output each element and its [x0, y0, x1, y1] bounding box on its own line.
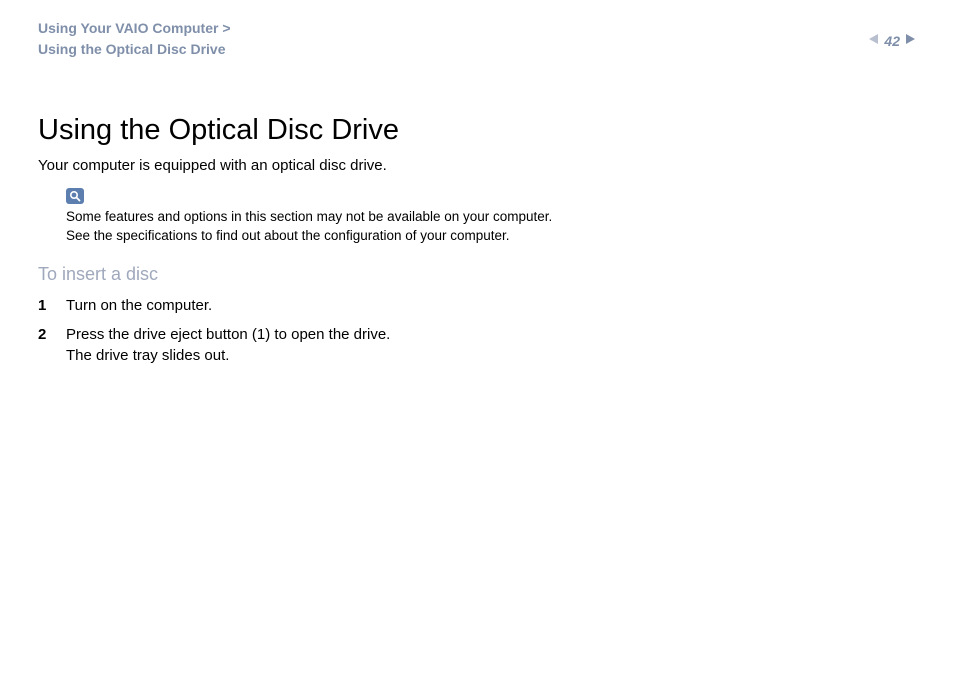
- magnifier-icon: [66, 188, 84, 204]
- step-number: 1: [38, 295, 46, 316]
- subheading: To insert a disc: [38, 264, 916, 285]
- step-text-line-2: The drive tray slides out.: [66, 347, 229, 364]
- breadcrumb-line-1[interactable]: Using Your VAIO Computer >: [38, 18, 231, 39]
- steps-list: 1 Turn on the computer. 2 Press the driv…: [38, 295, 916, 366]
- step-text-line-1: Press the drive eject button (1) to open…: [66, 326, 390, 343]
- page-header: Using Your VAIO Computer > Using the Opt…: [0, 0, 954, 72]
- step-text: Turn on the computer.: [66, 297, 212, 314]
- page-title: Using the Optical Disc Drive: [38, 114, 916, 147]
- breadcrumb-line-2[interactable]: Using the Optical Disc Drive: [38, 39, 231, 60]
- note-line-1: Some features and options in this sectio…: [66, 208, 916, 227]
- page-nav: 42: [868, 32, 916, 50]
- list-item: 2 Press the drive eject button (1) to op…: [66, 324, 916, 366]
- step-number: 2: [38, 324, 46, 345]
- list-item: 1 Turn on the computer.: [66, 295, 916, 316]
- nav-next-icon[interactable]: [904, 32, 916, 50]
- intro-text: Your computer is equipped with an optica…: [38, 157, 916, 174]
- breadcrumb[interactable]: Using Your VAIO Computer > Using the Opt…: [38, 18, 231, 60]
- note-line-2: See the specifications to find out about…: [66, 227, 916, 246]
- page-content: Using the Optical Disc Drive Your comput…: [0, 72, 954, 366]
- note-block: Some features and options in this sectio…: [38, 188, 916, 246]
- note-text: Some features and options in this sectio…: [66, 208, 916, 246]
- nav-prev-icon[interactable]: [868, 32, 880, 50]
- page-number: 42: [884, 33, 900, 49]
